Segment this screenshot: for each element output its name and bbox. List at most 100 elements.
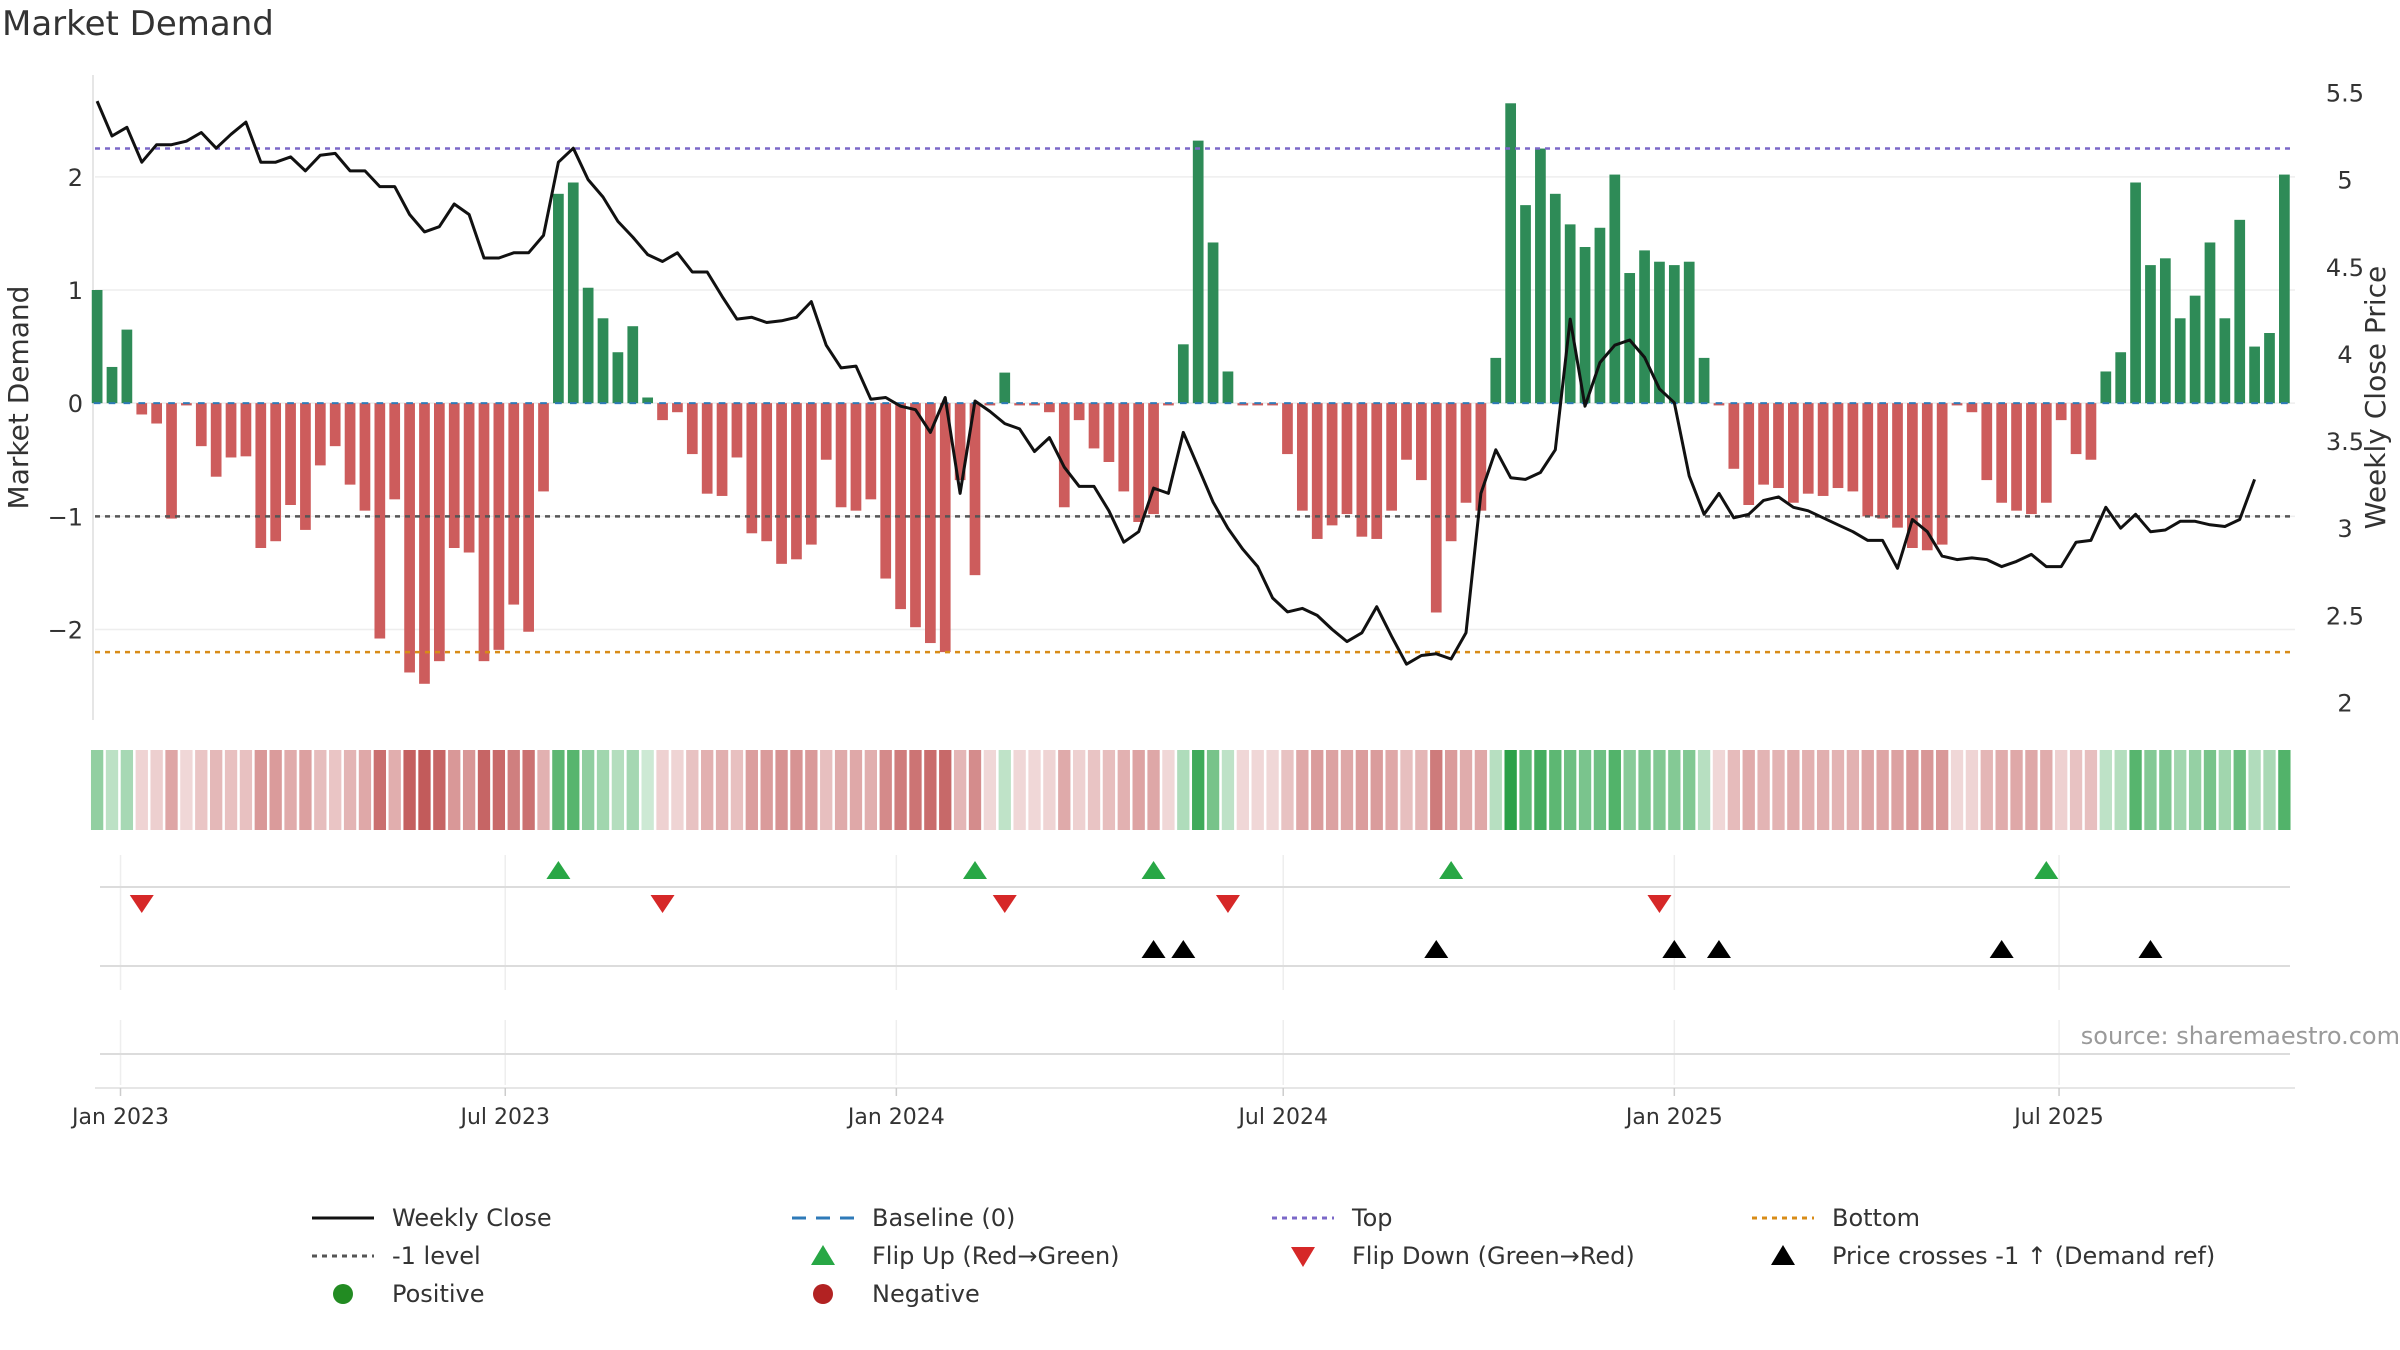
price-cross-marker — [2138, 940, 2163, 958]
heat-cell — [1385, 750, 1398, 830]
triangle-up-icon — [1771, 1245, 1795, 1265]
demand-bar — [344, 403, 356, 485]
heat-cell — [968, 750, 982, 830]
heat-cell — [834, 750, 848, 830]
demand-bar — [791, 403, 802, 560]
heat-cell — [1132, 750, 1145, 830]
demand-bar — [2130, 182, 2141, 404]
heat-cell — [1727, 750, 1740, 830]
flip-down-marker — [992, 895, 1017, 913]
legend-dashed-line-icon — [792, 1216, 854, 1220]
demand-bar — [865, 403, 877, 500]
heat-cell — [1221, 750, 1235, 830]
heat-cell — [1058, 750, 1071, 830]
legend-label: Price crosses -1 ↑ (Demand ref) — [1832, 1242, 2216, 1270]
y-tick-label: −1 — [48, 503, 83, 531]
demand-bar — [1207, 242, 1219, 404]
demand-bar — [389, 403, 401, 500]
price-cross-marker — [1171, 940, 1196, 958]
y-axis-title: Market Demand — [2, 286, 35, 510]
demand-bar — [538, 403, 549, 492]
y2-tick-label: 3 — [2337, 515, 2352, 543]
demand-bar — [1728, 403, 1740, 469]
demand-bar — [1311, 403, 1323, 539]
legend-item-weekly-close: Weekly Close — [310, 1200, 552, 1236]
demand-bar — [1892, 403, 1903, 528]
demand-bar — [1237, 403, 1249, 406]
heat-cell — [269, 750, 282, 830]
demand-bar — [2040, 403, 2052, 503]
heat-cell — [552, 750, 565, 830]
demand-bar — [91, 290, 103, 404]
demand-bar — [2055, 403, 2067, 421]
demand-bar — [776, 403, 787, 564]
heat-cell — [2248, 750, 2261, 830]
heat-cell — [1043, 750, 1056, 830]
demand-bar — [1014, 403, 1025, 406]
legend-label: -1 level — [392, 1242, 481, 1270]
legend-label: Positive — [392, 1280, 485, 1308]
heat-cell — [2084, 750, 2098, 830]
demand-bar — [1862, 403, 1874, 517]
heat-cell — [1653, 750, 1666, 830]
heat-cell — [403, 750, 416, 830]
demand-bar — [1460, 403, 1472, 503]
heat-cell — [641, 750, 654, 830]
heat-cell — [1921, 750, 1934, 830]
legend-label: Flip Down (Green→Red) — [1352, 1242, 1635, 1270]
heat-cell — [299, 750, 312, 830]
demand-bar — [1817, 403, 1829, 496]
heat-cell — [998, 750, 1011, 830]
heat-cell — [611, 750, 625, 830]
demand-bar — [136, 403, 148, 415]
demand-bar — [2219, 318, 2231, 404]
demand-bar — [1371, 403, 1383, 539]
legend-dotted-line-icon — [312, 1254, 374, 1258]
heat-cell — [418, 750, 431, 830]
heat-cell — [626, 750, 639, 830]
demand-bar — [433, 403, 445, 662]
legend: Weekly Close Baseline (0) Top Bottom -1 … — [0, 1200, 2400, 1340]
heat-cell — [329, 750, 342, 830]
demand-bar — [448, 403, 460, 548]
demand-bar — [1490, 357, 1502, 404]
legend-label: Bottom — [1832, 1204, 1921, 1232]
x-tick-label: Jul 2025 — [2012, 1105, 2104, 1130]
heat-cell — [388, 750, 401, 830]
heat-cell — [210, 750, 223, 830]
heat-cell — [1831, 750, 1845, 830]
heat-cell — [686, 750, 699, 830]
heat-cell — [1846, 750, 1860, 830]
heat-cell — [1236, 750, 1249, 830]
legend-dotted-line-icon — [1752, 1216, 1814, 1220]
demand-bar — [2026, 403, 2037, 515]
demand-bar — [1907, 403, 1918, 548]
heat-cell — [730, 750, 744, 830]
triangle-down-icon — [1291, 1247, 1315, 1267]
demand-bar — [1847, 403, 1859, 492]
x-tick-label: Jan 2024 — [846, 1105, 945, 1130]
heat-cell — [953, 750, 967, 830]
demand-bar — [1654, 261, 1665, 404]
demand-bar — [1430, 403, 1442, 613]
heat-cell — [1430, 750, 1443, 830]
y2-axis-title: Weekly Close Price — [2359, 266, 2392, 529]
heat-cell — [2010, 750, 2023, 830]
demand-bar — [701, 403, 713, 494]
heat-cell — [1608, 750, 1621, 830]
demand-bar — [1668, 265, 1680, 404]
heat-cell — [165, 750, 178, 830]
heat-cell — [433, 750, 446, 830]
demand-bar — [1549, 193, 1561, 404]
heat-cell — [909, 750, 922, 830]
y-tick-label: 1 — [68, 277, 83, 305]
demand-bar — [1877, 403, 1888, 519]
heat-cell — [1757, 750, 1770, 830]
legend-item-positive: Positive — [310, 1276, 485, 1312]
x-tick-label: Jul 2024 — [1236, 1105, 1328, 1130]
heat-cell — [1549, 750, 1562, 830]
heat-cell — [2144, 750, 2157, 830]
legend-item-flip-up: Flip Up (Red→Green) — [790, 1238, 1120, 1274]
heat-cell — [477, 750, 491, 830]
